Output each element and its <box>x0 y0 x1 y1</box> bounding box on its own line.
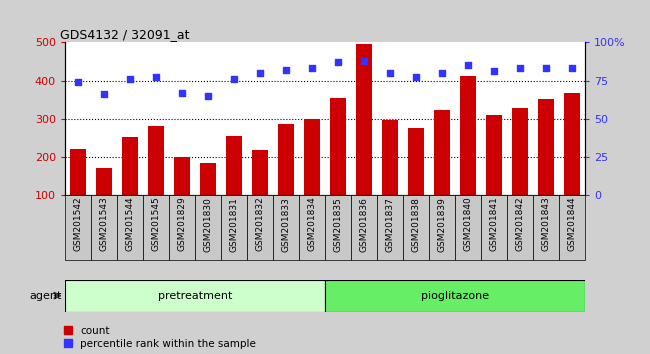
Bar <box>221 195 247 260</box>
Bar <box>377 195 403 260</box>
Text: pretreatment: pretreatment <box>158 291 232 301</box>
Text: GSM201833: GSM201833 <box>281 197 291 252</box>
Bar <box>96 168 112 233</box>
Text: GSM201835: GSM201835 <box>333 197 343 252</box>
Bar <box>403 195 429 260</box>
Bar <box>273 195 299 260</box>
Bar <box>533 195 559 260</box>
Bar <box>512 108 528 233</box>
Text: GSM201844: GSM201844 <box>567 197 577 251</box>
Text: GSM201829: GSM201829 <box>177 197 187 251</box>
Point <box>385 70 395 76</box>
Point <box>151 75 161 80</box>
Text: GSM201836: GSM201836 <box>359 197 369 252</box>
Bar <box>122 137 138 233</box>
Text: pioglitazone: pioglitazone <box>421 291 489 301</box>
Point <box>359 58 369 64</box>
Text: GSM201544: GSM201544 <box>125 197 135 251</box>
Bar <box>169 195 195 260</box>
Text: GSM201831: GSM201831 <box>229 197 239 252</box>
Point <box>125 76 135 82</box>
Bar <box>382 120 398 233</box>
Text: GSM201834: GSM201834 <box>307 197 317 251</box>
Point <box>333 59 343 65</box>
Bar <box>200 163 216 233</box>
Bar <box>304 119 320 233</box>
Bar <box>559 195 585 260</box>
Bar <box>564 93 580 233</box>
Point <box>411 75 421 80</box>
Bar <box>247 195 273 260</box>
Text: GSM201838: GSM201838 <box>411 197 421 252</box>
Bar <box>434 110 450 233</box>
Bar <box>278 124 294 233</box>
Text: GDS4132 / 32091_at: GDS4132 / 32091_at <box>60 28 189 41</box>
Bar <box>117 195 143 260</box>
Bar <box>408 129 424 233</box>
Bar <box>538 99 554 233</box>
Bar <box>299 195 325 260</box>
Bar <box>460 76 476 233</box>
Text: GSM201839: GSM201839 <box>437 197 447 252</box>
Text: GSM201842: GSM201842 <box>515 197 525 251</box>
Text: GSM201830: GSM201830 <box>203 197 213 252</box>
Bar <box>65 195 91 260</box>
Point <box>463 62 473 68</box>
Text: GSM201545: GSM201545 <box>151 197 161 251</box>
Text: GSM201832: GSM201832 <box>255 197 265 251</box>
Bar <box>65 280 325 312</box>
Bar <box>226 136 242 233</box>
Text: GSM201840: GSM201840 <box>463 197 473 251</box>
Point <box>73 79 83 85</box>
Point <box>99 91 109 97</box>
Bar <box>507 195 533 260</box>
Bar <box>195 195 221 260</box>
Text: GSM201843: GSM201843 <box>541 197 551 251</box>
Bar <box>148 126 164 233</box>
Point <box>437 70 447 76</box>
Bar <box>174 156 190 233</box>
Bar <box>486 115 502 233</box>
Point <box>515 65 525 71</box>
Bar <box>429 195 455 260</box>
Point <box>541 65 551 71</box>
Text: GSM201841: GSM201841 <box>489 197 499 251</box>
Text: GSM201543: GSM201543 <box>99 197 109 251</box>
Point <box>229 76 239 82</box>
Bar <box>325 280 585 312</box>
Bar <box>330 98 346 233</box>
Bar <box>325 195 351 260</box>
Bar <box>252 150 268 233</box>
Legend: count, percentile rank within the sample: count, percentile rank within the sample <box>64 326 256 349</box>
Bar <box>143 195 169 260</box>
Point <box>203 93 213 98</box>
Point <box>177 90 187 96</box>
Point <box>567 65 577 71</box>
Point <box>255 70 265 76</box>
Bar <box>351 195 377 260</box>
Point <box>281 67 291 73</box>
Bar <box>91 195 117 260</box>
Bar <box>455 195 481 260</box>
Text: GSM201542: GSM201542 <box>73 197 83 251</box>
Text: GSM201837: GSM201837 <box>385 197 395 252</box>
Point <box>307 65 317 71</box>
Point <box>489 69 499 74</box>
Bar <box>70 149 86 233</box>
Bar <box>481 195 507 260</box>
Text: agent: agent <box>29 291 62 301</box>
Bar <box>356 44 372 233</box>
